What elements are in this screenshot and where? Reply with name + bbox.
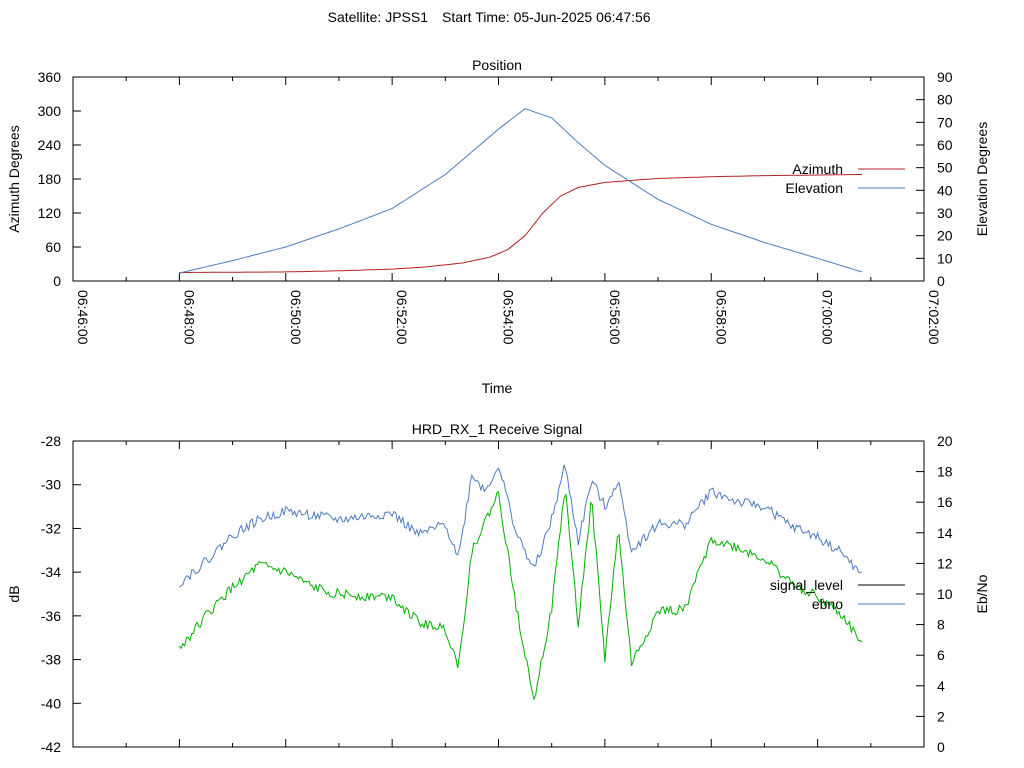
receive-signal-y2-tick-label: 2 bbox=[937, 708, 945, 724]
position-x-tick-label: 07:00:00 bbox=[820, 290, 836, 345]
azimuth-line bbox=[179, 174, 862, 273]
position-x-tick-label: 06:46:00 bbox=[75, 290, 91, 345]
receive-signal-y2-tick-label: 10 bbox=[937, 586, 953, 602]
receive-signal-y-tick-label: -38 bbox=[41, 652, 61, 668]
receive-signal-chart-title: HRD_RX_1 Receive Signal bbox=[412, 421, 582, 437]
receive-signal-chart: HRD_RX_1 Receive Signal dB Eb/No -28 -30 -… bbox=[6, 421, 990, 755]
receive-signal-y2-axis-label: Eb/No bbox=[974, 574, 990, 613]
receive-signal-y2-tick-label: 4 bbox=[937, 678, 945, 694]
green-trace-line bbox=[178, 490, 863, 701]
position-y2-tick-label: 0 bbox=[937, 273, 945, 289]
receive-signal-y2-tick-label: 12 bbox=[937, 555, 953, 571]
satellite-label: Satellite: JPSS1 bbox=[328, 9, 429, 25]
position-legend-label: Elevation bbox=[785, 180, 843, 196]
receive-signal-y2-tick-label: 0 bbox=[937, 739, 945, 755]
position-y-tick-label: 60 bbox=[45, 239, 61, 255]
receive-signal-y-tick-label: -40 bbox=[41, 695, 61, 711]
elevation-line bbox=[179, 108, 863, 274]
position-y-axis-label: Azimuth Degrees bbox=[6, 125, 22, 232]
receive-signal-y-tick-label: -28 bbox=[41, 433, 61, 449]
position-y-tick-label: 120 bbox=[38, 205, 62, 221]
position-x-axis-label: Time bbox=[482, 380, 513, 396]
ebno-line bbox=[179, 464, 863, 588]
receive-signal-y2-tick-label: 16 bbox=[937, 494, 953, 510]
receive-signal-y-tick-label: -32 bbox=[41, 520, 61, 536]
position-legend-label: Azimuth bbox=[792, 161, 843, 177]
receive-signal-legend-label: signal_level bbox=[770, 577, 843, 593]
position-y2-tick-label: 60 bbox=[937, 137, 953, 153]
position-y2-tick-label: 80 bbox=[937, 92, 953, 108]
position-y2-tick-label: 20 bbox=[937, 228, 953, 244]
receive-signal-y-tick-label: -30 bbox=[41, 477, 61, 493]
position-chart: Position Time Azimuth Degrees Elevation … bbox=[6, 57, 990, 396]
position-plot-frame bbox=[72, 76, 925, 282]
start-time-label: Start Time: 05-Jun-2025 06:47:56 bbox=[442, 9, 651, 25]
receive-signal-plot-frame bbox=[72, 440, 925, 748]
position-y2-tick-label: 10 bbox=[937, 250, 953, 266]
position-x-tick-label: 06:50:00 bbox=[288, 290, 304, 345]
position-y2-tick-label: 90 bbox=[937, 69, 953, 85]
position-x-tick-label: 06:52:00 bbox=[394, 290, 410, 345]
position-y-tick-label: 240 bbox=[38, 137, 62, 153]
position-x-tick-label: 06:56:00 bbox=[607, 290, 623, 345]
position-y2-tick-label: 70 bbox=[937, 114, 953, 130]
position-x-tick-label: 06:48:00 bbox=[181, 290, 197, 345]
position-y2-axis-label: Elevation Degrees bbox=[974, 122, 990, 236]
position-y2-tick-label: 40 bbox=[937, 182, 953, 198]
receive-signal-y2-tick-label: 14 bbox=[937, 525, 953, 541]
position-x-tick-label: 06:58:00 bbox=[713, 290, 729, 345]
receive-signal-legend-label: ebno bbox=[812, 596, 843, 612]
receive-signal-y2-tick-label: 20 bbox=[937, 433, 953, 449]
position-y-tick-label: 360 bbox=[38, 69, 62, 85]
receive-signal-y-tick-label: -42 bbox=[41, 739, 61, 755]
receive-signal-y-axis-label: dB bbox=[6, 585, 22, 602]
position-x-tick-label: 06:54:00 bbox=[501, 290, 517, 345]
receive-signal-y-tick-label: -36 bbox=[41, 608, 61, 624]
position-y-tick-label: 0 bbox=[53, 273, 61, 289]
position-y2-tick-label: 50 bbox=[937, 160, 953, 176]
position-y2-tick-label: 30 bbox=[937, 205, 953, 221]
receive-signal-y2-tick-label: 6 bbox=[937, 647, 945, 663]
receive-signal-y2-tick-label: 8 bbox=[937, 617, 945, 633]
position-x-tick-label: 07:02:00 bbox=[926, 290, 942, 345]
receive-signal-y-tick-label: -34 bbox=[41, 564, 61, 580]
position-y-tick-label: 180 bbox=[38, 171, 62, 187]
position-y-tick-label: 300 bbox=[38, 103, 62, 119]
position-chart-title: Position bbox=[472, 57, 522, 73]
receive-signal-y2-tick-label: 18 bbox=[937, 464, 953, 480]
